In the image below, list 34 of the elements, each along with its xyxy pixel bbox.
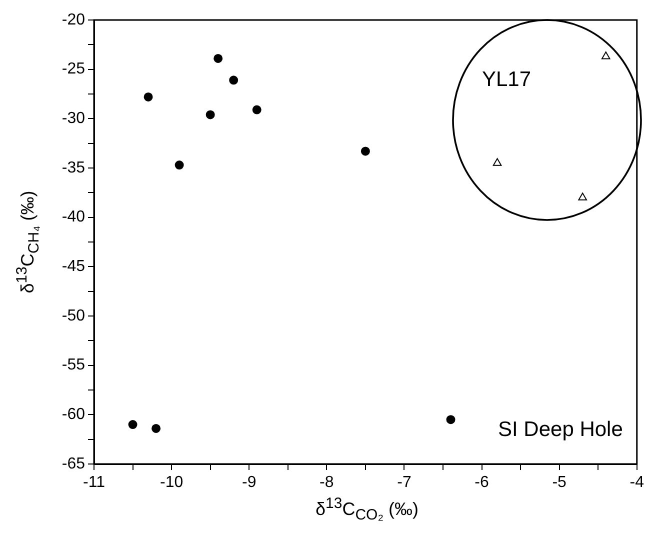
y-tick-label: -65 [62,455,86,472]
annotation: SI Deep Hole [498,418,623,442]
point [360,146,370,156]
point [446,415,456,424]
x-tick-label: -5 [552,474,567,492]
point [206,110,215,120]
x-tick-label: -7 [397,474,412,492]
point [601,52,610,60]
point [128,420,138,430]
x-tick-label: -6 [474,474,489,492]
point [144,92,153,102]
x-tick-label: -8 [320,474,334,492]
y-tick-label: -20 [62,11,86,28]
point [152,424,161,433]
x-tick-label: -10 [160,474,184,492]
point [214,54,223,63]
annotation: YL17 [482,68,532,92]
y-tick-label: -45 [62,258,86,276]
y-tick-label: -60 [62,406,86,424]
y-tick-label: -55 [62,356,86,374]
y-tick-label: -30 [62,110,86,128]
y-tick-label: -35 [62,159,86,176]
point [492,158,502,166]
point [174,160,184,170]
y-tick-label: -25 [62,60,86,78]
x-axis-title: δ$^{13}$C$_{CO₂}$ (‰) [314,495,420,524]
x-tick-label: -4 [630,474,644,492]
point [229,76,238,85]
point [578,192,587,200]
y-tick-label: -50 [62,307,86,324]
y-tick-label: -40 [62,208,86,226]
x-tick-label: -9 [242,474,256,492]
x-tick-label: -11 [83,474,106,492]
point [252,105,262,114]
